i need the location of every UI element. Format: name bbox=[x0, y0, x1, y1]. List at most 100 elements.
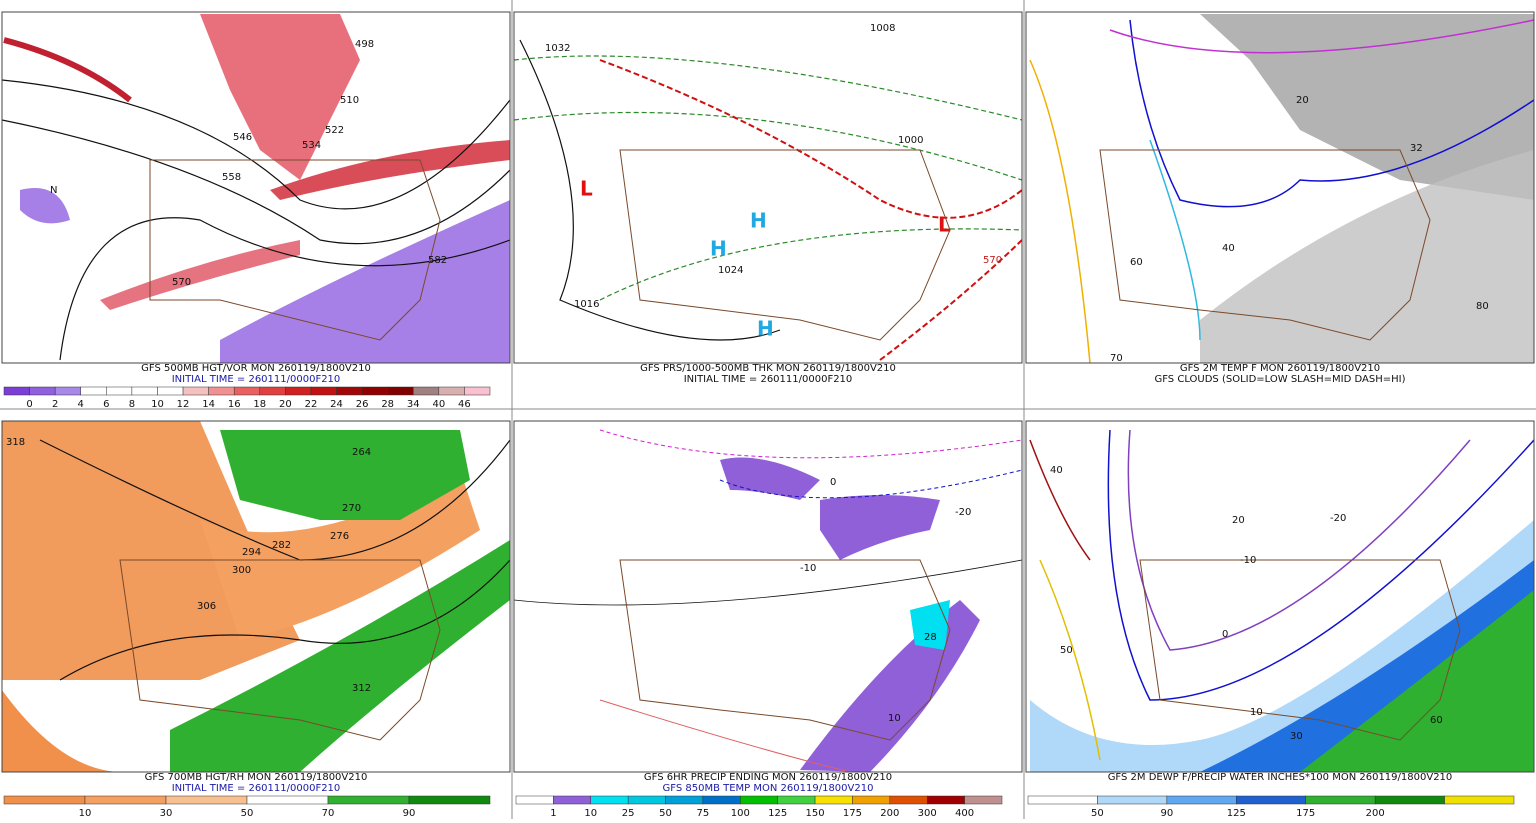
colorbar-swatch bbox=[852, 795, 891, 805]
isobar-label: 1024 bbox=[718, 265, 743, 276]
colorbar-label: 90 bbox=[403, 808, 416, 819]
contour-label: -20 bbox=[955, 507, 971, 518]
map-500mb: 498 510 522 534 546 558 570 582 N bbox=[1, 14, 511, 363]
isobar-label: 1032 bbox=[545, 43, 570, 54]
colorbar-label: 175 bbox=[843, 808, 862, 819]
colorbar-swatch bbox=[515, 795, 554, 805]
contour-label: 70 bbox=[1110, 353, 1123, 364]
map-frame bbox=[1, 11, 511, 364]
colorbar-label: 20 bbox=[279, 399, 292, 410]
colorbar-swatch bbox=[182, 386, 209, 396]
colorbar-swatch bbox=[1236, 795, 1306, 805]
contour-label: 28 bbox=[924, 632, 937, 643]
caption: INITIAL TIME = 260111/0000F210 bbox=[684, 374, 853, 385]
colorbar-label: 14 bbox=[202, 399, 215, 410]
colorbar-label: 8 bbox=[129, 399, 135, 410]
colorbar-label: 16 bbox=[228, 399, 241, 410]
colorbar-swatch bbox=[1444, 795, 1515, 805]
colorbar-swatch bbox=[926, 795, 965, 805]
colorbar-swatch bbox=[336, 386, 363, 396]
contour-label: 282 bbox=[272, 540, 291, 551]
colorbar-label: 50 bbox=[659, 808, 672, 819]
colorbar-label: 24 bbox=[330, 399, 343, 410]
colorbar-label: 40 bbox=[432, 399, 445, 410]
contour-label: 60 bbox=[1130, 257, 1143, 268]
map-2m-temp: 20 40 60 70 80 32 bbox=[1029, 14, 1535, 364]
contour-label: 276 bbox=[330, 531, 349, 542]
contour-label: 0 bbox=[830, 477, 836, 488]
colorbar-swatch bbox=[413, 386, 440, 396]
map-frame bbox=[1, 420, 511, 773]
colorbar-label: 300 bbox=[918, 808, 937, 819]
caption: GFS CLOUDS (SOLID=LOW SLASH=MID DASH=HI) bbox=[1154, 374, 1405, 385]
colorbar-label: 10 bbox=[151, 399, 164, 410]
colorbar-label: 75 bbox=[697, 808, 710, 819]
map-frame bbox=[513, 420, 1023, 773]
high-marker: H bbox=[710, 237, 727, 261]
colorbar-swatch bbox=[740, 795, 778, 805]
map-dewpoint: -20 -10 0 10 20 30 40 50 60 bbox=[1029, 429, 1535, 772]
colorbar-swatch bbox=[131, 386, 158, 396]
contour-label: 20 bbox=[1296, 95, 1309, 106]
colorbar-label: 26 bbox=[356, 399, 369, 410]
colorbar-swatch bbox=[361, 386, 388, 396]
thickness-label: 570 bbox=[983, 255, 1002, 266]
colorbar-swatch bbox=[1166, 795, 1237, 805]
contour-label: 306 bbox=[197, 601, 216, 612]
contour-label: 10 bbox=[1250, 707, 1263, 718]
map-prs-thk: 1032 1024 1016 1008 1000 L L H H H 570 bbox=[513, 23, 1023, 361]
contour-label: 522 bbox=[325, 125, 344, 136]
colorbar-label: 1 bbox=[550, 808, 556, 819]
map-precip: -10 0 10 -20 28 bbox=[513, 429, 1023, 773]
colorbar-swatch bbox=[964, 795, 1003, 805]
colorbar-swatch bbox=[3, 386, 30, 396]
contour-label: 40 bbox=[1222, 243, 1235, 254]
contour-label: 80 bbox=[1476, 301, 1489, 312]
map-frame bbox=[1025, 11, 1535, 364]
colorbar-swatch bbox=[3, 795, 86, 805]
high-marker: H bbox=[757, 317, 774, 341]
colorbar-label: 70 bbox=[322, 808, 335, 819]
contour-label: 558 bbox=[222, 172, 241, 183]
colorbar-swatch bbox=[627, 795, 666, 805]
colorbar-swatch bbox=[408, 795, 491, 805]
colorbar-swatch bbox=[553, 795, 592, 805]
contour-label: 582 bbox=[428, 255, 447, 266]
contour-label: 546 bbox=[233, 132, 252, 143]
colorbar-label: 400 bbox=[955, 808, 974, 819]
contour-label: 50 bbox=[1060, 645, 1073, 656]
map-700mb-rh: 264 270 276 282 294 300 306 312 318 bbox=[2, 421, 511, 772]
caption: INITIAL TIME = 260111/0000F210 bbox=[172, 783, 341, 794]
colorbar-swatch bbox=[1374, 795, 1445, 805]
colorbar-swatch bbox=[29, 386, 56, 396]
colorbar-label: 200 bbox=[1366, 808, 1385, 819]
colorbar-label: 22 bbox=[305, 399, 318, 410]
caption: INITIAL TIME = 260111/0000F210 bbox=[172, 374, 341, 385]
colorbar-swatch bbox=[777, 795, 816, 805]
caption: GFS 700MB HGT/RH MON 260119/1800V210 bbox=[145, 772, 368, 783]
contour-label: -10 bbox=[800, 563, 816, 574]
colorbar-swatch bbox=[285, 386, 312, 396]
colorbar-label: 50 bbox=[241, 808, 254, 819]
colorbar-label: 200 bbox=[880, 808, 899, 819]
colorbar-label: 34 bbox=[407, 399, 420, 410]
colorbar-label: 50 bbox=[1091, 808, 1104, 819]
caption: GFS 2M TEMP F MON 260119/1800V210 bbox=[1180, 363, 1380, 374]
caption: GFS 2M DEWP F/PRECIP WATER INCHES*100 MO… bbox=[1108, 772, 1453, 783]
colorbar-swatch bbox=[246, 795, 329, 805]
colorbar-swatch bbox=[165, 795, 248, 805]
colorbar-label: 125 bbox=[768, 808, 787, 819]
contour-label: 60 bbox=[1430, 715, 1443, 726]
colorbar-label: 10 bbox=[584, 808, 597, 819]
colorbar-swatch bbox=[1305, 795, 1376, 805]
contour-label: 300 bbox=[232, 565, 251, 576]
colorbar-swatch bbox=[54, 386, 81, 396]
colorbar-label: 6 bbox=[103, 399, 109, 410]
colorbar-swatch bbox=[814, 795, 853, 805]
colorbar-swatch bbox=[84, 795, 167, 805]
caption: GFS 850MB TEMP MON 260119/1800V210 bbox=[663, 783, 874, 794]
colorbar-label: 125 bbox=[1227, 808, 1246, 819]
colorbar-swatch bbox=[387, 386, 414, 396]
contour-label: 294 bbox=[242, 547, 261, 558]
